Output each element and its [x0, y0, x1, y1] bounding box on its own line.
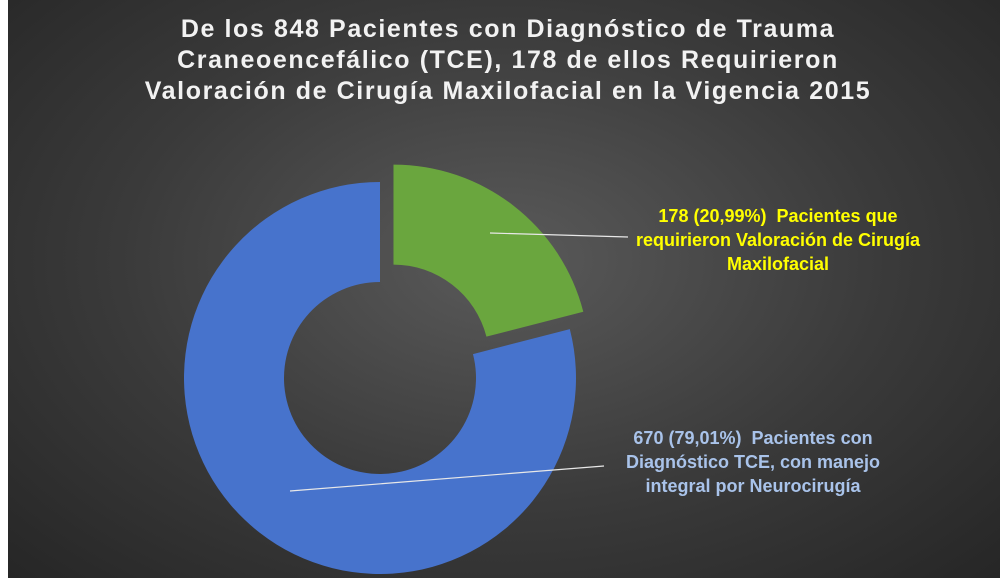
value-label: 178 (20,99%): [658, 206, 767, 226]
chart-title: De los 848 Pacientes con Diagnóstico de …: [144, 15, 872, 105]
leader-line: [489, 232, 629, 238]
plot: [183, 164, 629, 574]
category-label: Pacientes con Diagnóstico TCE, con manej…: [625, 428, 881, 496]
value-label: 670 (79,01%): [633, 428, 742, 448]
slices: [183, 164, 584, 574]
donut-slice: [393, 164, 584, 337]
leader-line: [289, 465, 605, 492]
data-label: 178 (20,99%) Pacientes que requirieron V…: [628, 204, 928, 276]
chart: De los 848 Pacientes con Diagnóstico de …: [8, 0, 1000, 578]
category-label: Pacientes que requirieron Valoración de …: [635, 206, 921, 274]
data-label: 670 (79,01%) Pacientes con Diagnóstico T…: [608, 426, 898, 498]
